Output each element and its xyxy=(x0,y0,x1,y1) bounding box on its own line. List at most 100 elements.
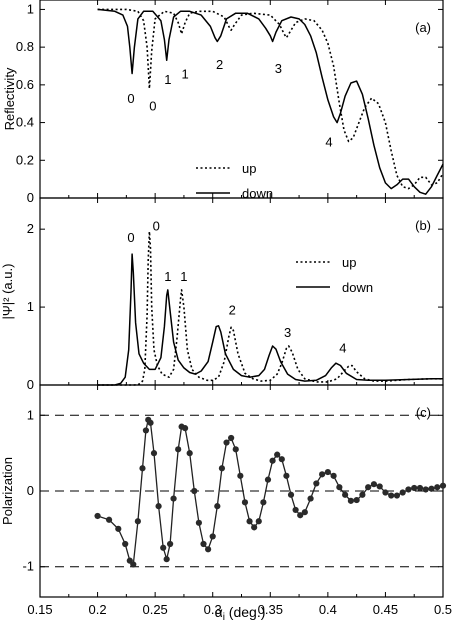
y-tick-label: 2 xyxy=(27,221,34,236)
y-tick-label: -1 xyxy=(22,559,34,574)
data-point xyxy=(241,499,249,506)
peak-annotation: 4 xyxy=(325,134,332,149)
peak-annotation: 1 xyxy=(180,269,187,284)
y-tick-label: 0 xyxy=(27,190,34,205)
x-tick-label: 0.2 xyxy=(89,602,107,617)
peak-annotation: 3 xyxy=(284,325,291,340)
plot-frame xyxy=(39,197,444,386)
legend-label-up: up xyxy=(242,161,256,176)
data-point xyxy=(105,516,113,523)
legend-label-down: down xyxy=(242,186,273,201)
data-point xyxy=(170,495,177,502)
data-point xyxy=(122,540,129,548)
data-point xyxy=(218,465,226,472)
series-up xyxy=(97,8,444,190)
x-tick-label: 0.15 xyxy=(27,602,52,617)
data-point xyxy=(150,450,158,457)
panel-c-polarization: -1 0 1 Polarization (c) 0.15 0.2 0.25 0.3 0.35 0.4… xyxy=(0,384,452,623)
y-tick-label: 0.4 xyxy=(16,115,34,130)
data-point xyxy=(223,439,230,446)
x-axis-label: αi (deg.) xyxy=(215,604,266,623)
x-tick-label: 0.3 xyxy=(204,602,222,617)
x-tick-label: 0.35 xyxy=(258,602,283,617)
data-point xyxy=(147,419,154,426)
data-point xyxy=(274,451,281,458)
data-point xyxy=(175,446,182,453)
data-point xyxy=(330,472,337,479)
data-point xyxy=(142,427,150,434)
series-down xyxy=(97,253,443,386)
data-point xyxy=(264,476,272,483)
x-tick-label: 0.4 xyxy=(319,602,337,617)
data-point xyxy=(342,491,349,498)
y-tick-label: 0.2 xyxy=(16,152,34,167)
data-point xyxy=(246,518,253,525)
data-point xyxy=(307,495,314,502)
y-tick-label: 0.8 xyxy=(16,39,34,54)
data-point xyxy=(115,525,122,532)
data-point xyxy=(186,450,193,457)
data-point xyxy=(416,484,424,492)
data-point xyxy=(214,503,221,510)
data-point xyxy=(94,512,101,520)
peak-annotation: 0 xyxy=(149,99,156,114)
data-point xyxy=(200,540,207,548)
data-point xyxy=(205,546,212,553)
data-point xyxy=(324,468,331,476)
peak-annotation: 0 xyxy=(127,230,134,245)
data-point xyxy=(160,544,167,551)
data-point xyxy=(353,496,360,504)
data-point xyxy=(399,489,406,496)
legend-label-down: down xyxy=(342,280,373,295)
data-point xyxy=(130,561,137,568)
data-point xyxy=(251,524,258,531)
data-point xyxy=(139,465,146,472)
data-point xyxy=(393,492,401,499)
y-axis-label: Polarization xyxy=(0,457,15,525)
data-point xyxy=(292,506,299,514)
data-point xyxy=(370,481,378,488)
data-point xyxy=(181,425,189,432)
data-point xyxy=(347,497,354,504)
data-point xyxy=(228,434,235,442)
peak-annotation: 2 xyxy=(229,302,236,317)
peak-annotation: 1 xyxy=(164,72,171,87)
y-axis-label: Reflectivity xyxy=(2,67,17,130)
y-axis-label: |Ψ|² (a.u.) xyxy=(0,264,15,320)
legend-label-up: up xyxy=(342,255,356,270)
data-point xyxy=(319,471,326,478)
x-tick-label: 0.45 xyxy=(373,602,398,617)
data-point xyxy=(191,487,198,495)
data-point xyxy=(237,472,244,479)
data-point xyxy=(283,472,290,479)
data-point xyxy=(301,509,308,516)
data-point xyxy=(269,457,276,464)
x-tick-label: 0.25 xyxy=(142,602,167,617)
data-point xyxy=(195,519,202,526)
peak-annotation: 3 xyxy=(275,61,282,76)
data-point xyxy=(388,492,395,499)
data-point xyxy=(287,491,295,498)
data-point xyxy=(134,518,141,525)
peak-annotation: 1 xyxy=(181,67,188,82)
data-point xyxy=(439,482,447,489)
peak-annotation: 1 xyxy=(164,269,171,284)
series-up xyxy=(97,230,443,386)
data-point xyxy=(260,499,267,506)
data-point xyxy=(278,456,285,463)
y-tick-label: 0 xyxy=(27,483,34,498)
y-tick-label: 1 xyxy=(27,1,34,16)
data-point xyxy=(163,556,170,563)
data-point xyxy=(297,512,304,519)
data-point xyxy=(359,491,366,498)
panel-label: (c) xyxy=(416,405,431,420)
data-point xyxy=(232,446,239,453)
series-down xyxy=(97,8,444,195)
data-point xyxy=(313,480,320,487)
y-tick-label: 0 xyxy=(27,377,34,392)
peak-annotation: 2 xyxy=(216,57,223,72)
data-point xyxy=(155,503,162,510)
y-tick-label: 1 xyxy=(27,299,34,314)
